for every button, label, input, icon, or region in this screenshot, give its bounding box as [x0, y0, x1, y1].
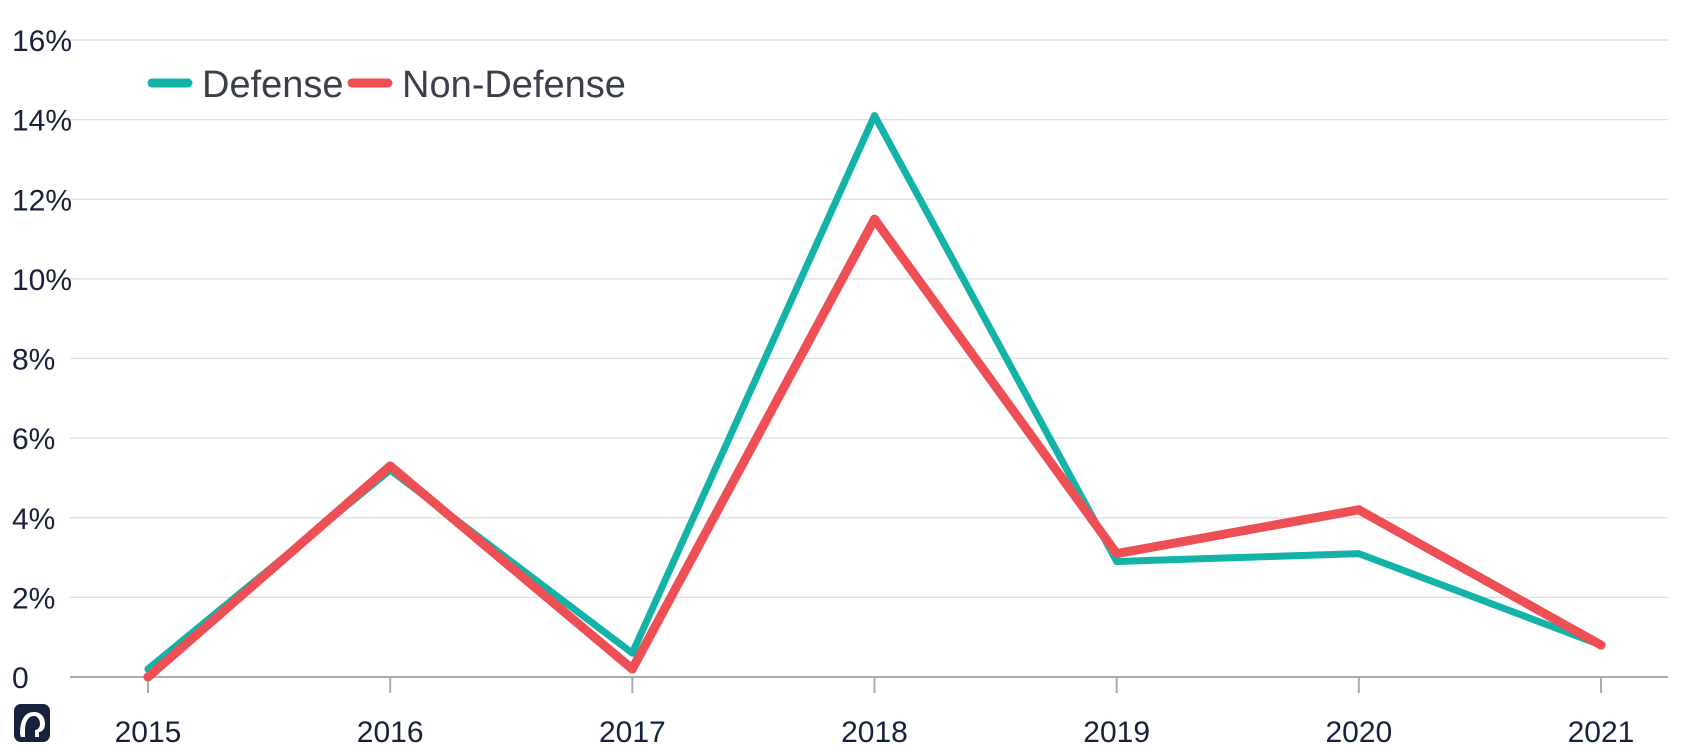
data-point-defense-2019 — [1113, 558, 1121, 566]
legend-label-non-defense: Non-Defense — [402, 64, 626, 106]
y-tick-label-4: 4% — [12, 503, 55, 536]
data-point-defense-2017 — [628, 649, 636, 657]
y-tick-label-12: 12% — [12, 184, 72, 217]
data-point-non-defense-2017 — [627, 664, 637, 674]
x-tick-label-2019: 2019 — [1083, 716, 1150, 749]
y-tick-label-2: 2% — [12, 582, 55, 615]
x-tick-label-2020: 2020 — [1325, 716, 1392, 749]
data-point-non-defense-2018 — [870, 214, 879, 224]
series-line-defense — [144, 112, 1605, 673]
y-tick-label-14: 14% — [12, 105, 72, 138]
data-point-non-defense-2016 — [385, 461, 395, 471]
x-tick-label-2016: 2016 — [357, 716, 424, 749]
data-point-non-defense-2020 — [1354, 505, 1364, 515]
data-point-non-defense-2021 — [1596, 640, 1606, 650]
y-axis-tick-labels: 0 2% 4% 6% 8% 10% 12% 14% 16% — [12, 25, 72, 695]
series-line-non-defense — [143, 214, 1606, 682]
x-tick-label-2021: 2021 — [1568, 716, 1635, 749]
y-tick-label-16: 16% — [12, 25, 72, 58]
y-tick-label-10: 10% — [12, 264, 72, 297]
elephant-eye — [34, 718, 38, 722]
x-axis-tick-labels: 2015 2016 2017 2018 2019 2020 2021 — [115, 716, 1635, 749]
x-tick-label-2015: 2015 — [115, 716, 182, 749]
data-point-defense-2020 — [1355, 550, 1363, 558]
elephant-icon — [14, 704, 50, 742]
elephant-shape — [20, 712, 45, 737]
data-point-defense-2018 — [871, 112, 878, 120]
data-point-non-defense-2019 — [1112, 549, 1122, 559]
x-tick-label-2017: 2017 — [599, 716, 666, 749]
x-axis — [70, 676, 1668, 693]
series-lines — [143, 112, 1606, 682]
data-point-non-defense-2015 — [143, 672, 153, 682]
x-tick-label-2018: 2018 — [841, 716, 908, 749]
y-tick-label-8: 8% — [12, 344, 55, 377]
legend: Defense Non-Defense — [147, 64, 626, 106]
y-tick-label-0: 0 — [12, 662, 29, 695]
y-tick-label-6: 6% — [12, 423, 55, 456]
legend-label-defense: Defense — [202, 64, 344, 106]
